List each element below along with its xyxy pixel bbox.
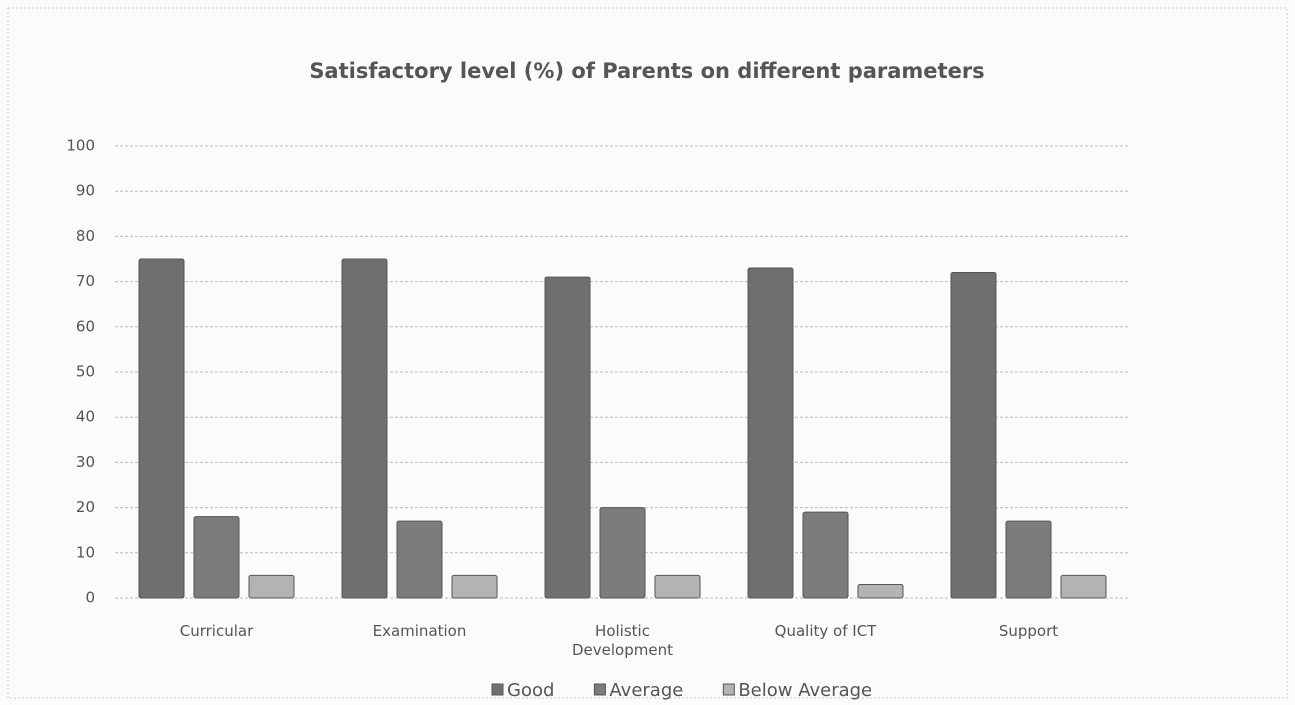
y-tick-label: 90 [76,182,95,200]
y-tick-label: 60 [76,317,95,335]
chart-title: Satisfactory level (%) of Parents on dif… [309,59,984,83]
bar [544,276,591,599]
bar [599,507,646,599]
legend-swatch [491,683,504,696]
bar [341,258,388,599]
x-tick-label: Quality of ICT [774,622,877,640]
bar [857,583,904,599]
bar [747,267,794,599]
y-tick-label: 80 [76,227,95,245]
x-tick-label: Support [998,622,1059,640]
bar [138,258,185,599]
legend-label: Below Average [738,680,872,701]
y-tick-label: 100 [66,137,95,155]
x-tick-label: Examination [372,622,467,640]
bar [1060,574,1107,599]
y-tick-label: 0 [85,589,95,607]
bar [950,272,997,599]
y-tick-label: 50 [76,363,95,381]
bar [396,520,443,599]
legend-label: Good [507,680,554,701]
legend-swatch [722,683,735,696]
y-tick-label: 30 [76,453,95,471]
legend-label: Average [609,680,683,701]
chart-border [7,7,1288,699]
y-tick-label: 70 [76,272,95,290]
bar [193,516,240,599]
bar [802,511,849,599]
y-tick-label: 20 [76,498,95,516]
x-tick-label: Holistic Development [572,622,673,659]
bar [654,574,701,599]
legend-swatch [593,683,606,696]
x-tick-label: Curricular [179,622,254,640]
bar [451,574,498,599]
bar [248,574,295,599]
bar [1005,520,1052,599]
y-tick-label: 10 [76,543,95,561]
y-tick-label: 40 [76,408,95,426]
